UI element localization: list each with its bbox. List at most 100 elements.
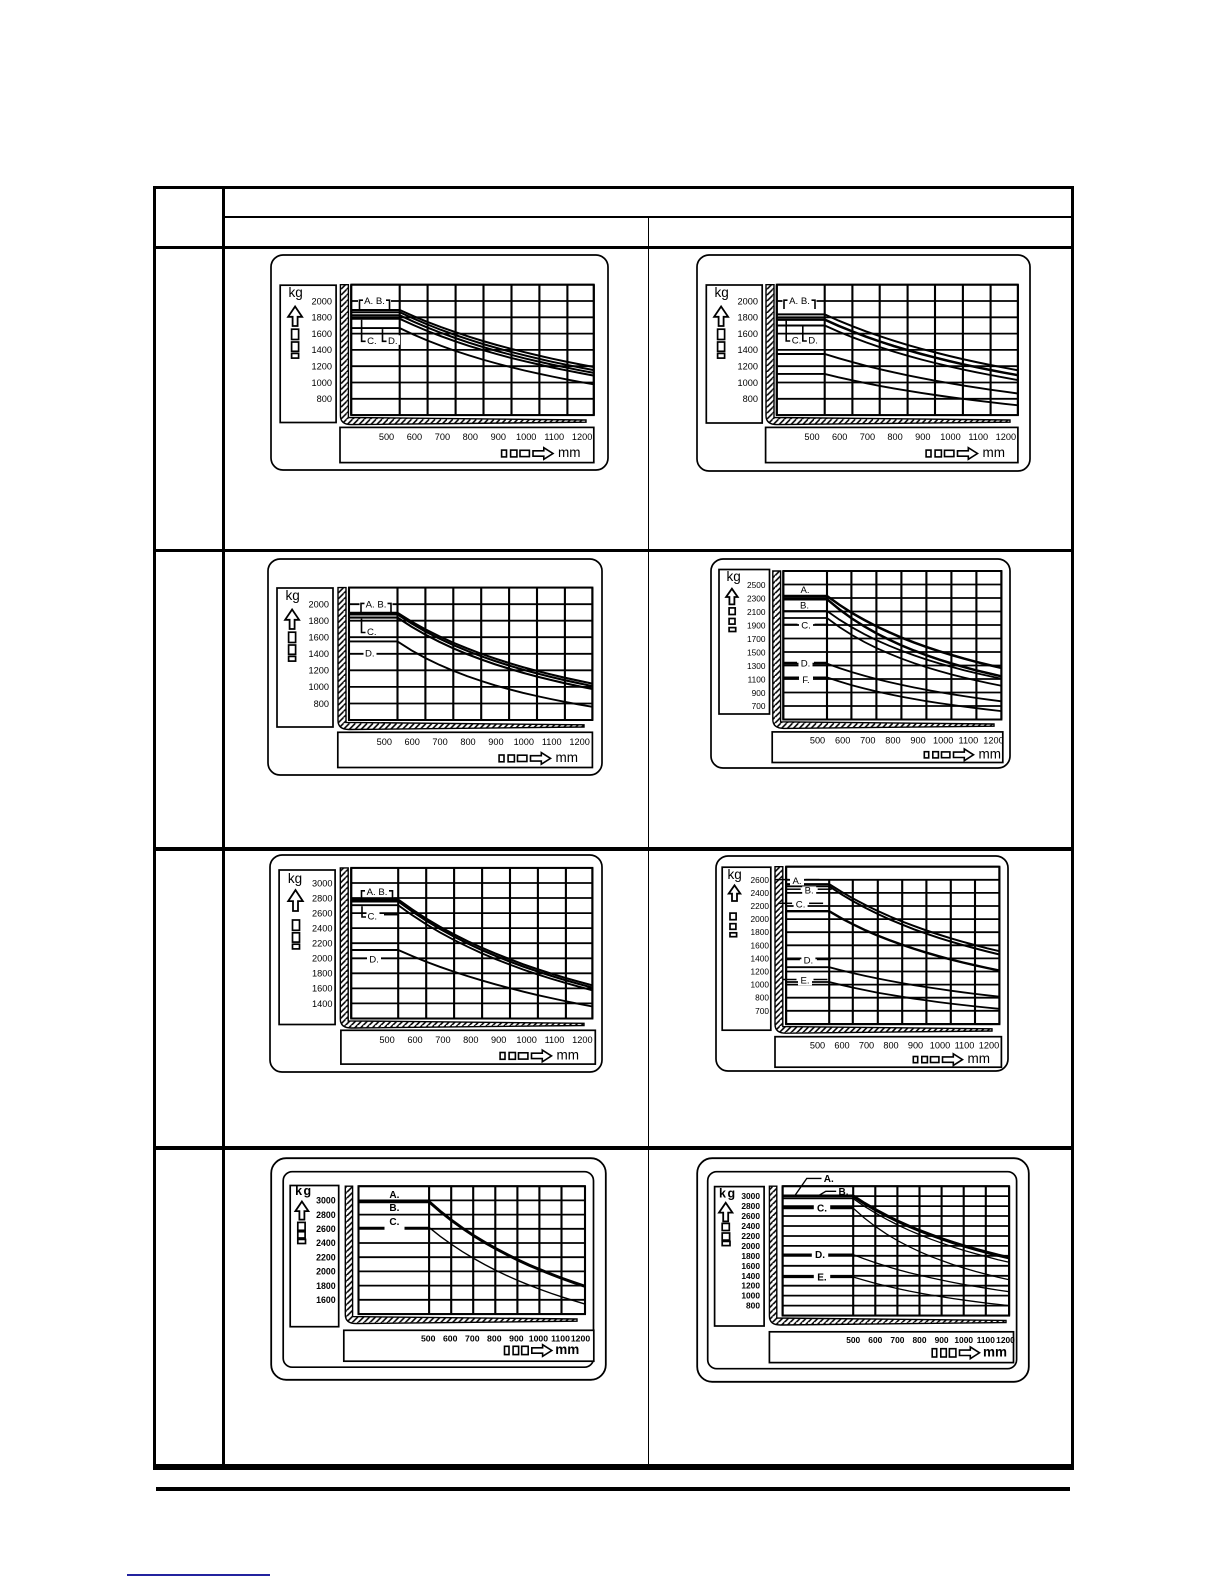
svg-text:1800: 1800 — [738, 313, 758, 323]
svg-text:600: 600 — [835, 736, 850, 746]
svg-text:2000: 2000 — [741, 1241, 760, 1251]
svg-text:700: 700 — [860, 736, 875, 746]
svg-text:2800: 2800 — [316, 1210, 336, 1220]
svg-text:E.: E. — [800, 976, 809, 987]
svg-text:D.: D. — [801, 659, 811, 670]
svg-text:1100: 1100 — [959, 736, 979, 746]
svg-text:700: 700 — [752, 701, 766, 711]
svg-text:B.: B. — [805, 885, 814, 896]
svg-text:2000: 2000 — [312, 296, 332, 306]
svg-text:700: 700 — [435, 1035, 450, 1045]
svg-text:1400: 1400 — [309, 649, 329, 659]
svg-text:800: 800 — [460, 737, 475, 747]
svg-text:2500: 2500 — [747, 580, 766, 590]
svg-text:mm: mm — [983, 1344, 1007, 1359]
svg-text:1000: 1000 — [516, 432, 536, 442]
svg-text:1800: 1800 — [751, 927, 770, 937]
svg-text:1100: 1100 — [544, 432, 564, 442]
svg-text:1800: 1800 — [316, 1281, 336, 1291]
svg-text:1200: 1200 — [741, 1281, 760, 1291]
svg-text:2400: 2400 — [316, 1238, 336, 1248]
svg-text:800: 800 — [463, 1035, 478, 1045]
svg-text:1000: 1000 — [930, 1040, 950, 1050]
svg-text:kg: kg — [295, 1184, 313, 1198]
svg-text:1200: 1200 — [569, 737, 589, 747]
svg-text:2400: 2400 — [741, 1221, 760, 1231]
svg-text:B.: B. — [839, 1187, 849, 1198]
svg-text:mm: mm — [558, 445, 581, 460]
svg-text:A. B.: A. B. — [364, 296, 385, 307]
svg-text:D.: D. — [815, 1250, 825, 1261]
svg-text:500: 500 — [810, 736, 825, 746]
svg-text:500: 500 — [804, 432, 819, 442]
svg-text:900: 900 — [509, 1334, 524, 1344]
svg-text:D.: D. — [808, 336, 818, 347]
svg-text:kg: kg — [727, 569, 741, 584]
svg-text:800: 800 — [463, 432, 478, 442]
svg-text:C.: C. — [368, 912, 378, 923]
svg-text:D.: D. — [804, 956, 814, 967]
svg-text:1100: 1100 — [748, 674, 766, 684]
svg-text:1200: 1200 — [572, 432, 592, 442]
svg-text:C.: C. — [389, 1217, 399, 1228]
svg-text:800: 800 — [885, 736, 900, 746]
svg-text:1000: 1000 — [309, 682, 329, 692]
svg-text:1200: 1200 — [572, 1035, 592, 1045]
svg-text:1000: 1000 — [529, 1334, 548, 1344]
svg-text:A. B.: A. B. — [367, 887, 388, 898]
svg-text:A.: A. — [824, 1174, 834, 1185]
svg-text:700: 700 — [465, 1334, 480, 1344]
svg-text:mm: mm — [556, 750, 579, 765]
svg-text:1600: 1600 — [751, 940, 770, 950]
svg-text:2800: 2800 — [741, 1201, 760, 1211]
svg-text:2000: 2000 — [312, 954, 332, 964]
svg-text:A.: A. — [801, 585, 810, 596]
svg-text:1200: 1200 — [571, 1334, 590, 1344]
svg-text:1300: 1300 — [747, 661, 766, 671]
svg-text:1000: 1000 — [933, 736, 953, 746]
svg-text:1500: 1500 — [747, 647, 766, 657]
svg-text:900: 900 — [488, 737, 503, 747]
svg-text:2100: 2100 — [747, 607, 766, 617]
svg-text:600: 600 — [832, 432, 847, 442]
svg-text:A. B.: A. B. — [366, 599, 387, 610]
svg-text:D.: D. — [388, 336, 398, 347]
svg-text:2000: 2000 — [316, 1267, 336, 1277]
svg-text:1600: 1600 — [309, 633, 329, 643]
svg-text:1600: 1600 — [312, 984, 332, 994]
svg-text:2800: 2800 — [312, 893, 332, 903]
svg-text:600: 600 — [407, 1035, 422, 1045]
svg-text:800: 800 — [913, 1335, 927, 1345]
svg-text:2000: 2000 — [309, 600, 329, 610]
svg-text:A.: A. — [389, 1190, 399, 1201]
svg-text:600: 600 — [443, 1334, 458, 1344]
svg-text:1600: 1600 — [316, 1295, 336, 1305]
svg-text:2400: 2400 — [751, 888, 770, 898]
svg-text:700: 700 — [860, 432, 875, 442]
svg-text:1000: 1000 — [751, 980, 770, 990]
svg-text:2000: 2000 — [738, 296, 758, 306]
svg-text:900: 900 — [935, 1335, 949, 1345]
svg-text:mm: mm — [555, 1342, 579, 1357]
svg-text:500: 500 — [846, 1335, 860, 1345]
svg-text:800: 800 — [487, 1334, 502, 1344]
svg-text:700: 700 — [755, 1006, 769, 1016]
svg-text:900: 900 — [491, 1035, 506, 1045]
svg-text:2400: 2400 — [312, 924, 332, 934]
svg-text:1400: 1400 — [312, 999, 332, 1009]
svg-text:A.: A. — [792, 876, 801, 887]
svg-text:1000: 1000 — [312, 378, 332, 388]
svg-text:1600: 1600 — [741, 1261, 760, 1271]
svg-text:700: 700 — [859, 1040, 874, 1050]
svg-text:1100: 1100 — [551, 1334, 570, 1344]
svg-text:1100: 1100 — [542, 737, 562, 747]
svg-text:600: 600 — [868, 1335, 882, 1345]
svg-text:600: 600 — [407, 432, 422, 442]
svg-text:kg: kg — [715, 285, 729, 300]
svg-text:1100: 1100 — [955, 1040, 975, 1050]
svg-text:C.: C. — [792, 336, 802, 347]
svg-text:1900: 1900 — [747, 621, 766, 631]
svg-text:B.: B. — [800, 601, 809, 612]
svg-text:2200: 2200 — [316, 1252, 336, 1262]
svg-text:1100: 1100 — [545, 1035, 565, 1045]
